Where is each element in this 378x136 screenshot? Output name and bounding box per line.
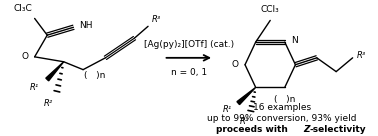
Text: 16 examples: 16 examples <box>253 103 311 112</box>
Text: Z: Z <box>303 125 310 134</box>
Text: [Ag(py)₂][OTf] (cat.): [Ag(py)₂][OTf] (cat.) <box>144 40 234 49</box>
Text: n = 0, 1: n = 0, 1 <box>171 68 207 77</box>
Text: O: O <box>22 52 29 61</box>
Text: R³: R³ <box>356 51 366 60</box>
Polygon shape <box>237 87 256 105</box>
Text: Cl₃C: Cl₃C <box>14 4 33 13</box>
Text: R²: R² <box>240 117 249 126</box>
Text: (   )n: ( )n <box>274 95 296 104</box>
Polygon shape <box>46 62 64 81</box>
Text: up to 99% conversion, 93% yield: up to 99% conversion, 93% yield <box>207 114 356 123</box>
Text: (   )n: ( )n <box>84 71 105 80</box>
Text: O: O <box>231 60 238 69</box>
Text: NH: NH <box>79 21 93 30</box>
Text: CCl₃: CCl₃ <box>261 5 280 15</box>
Text: proceeds with: proceeds with <box>216 125 291 134</box>
Text: R¹: R¹ <box>223 105 232 114</box>
Text: -selectivity: -selectivity <box>309 125 366 134</box>
Text: N: N <box>291 36 298 45</box>
Text: R¹: R¹ <box>30 83 39 92</box>
Text: R²: R² <box>44 99 53 108</box>
Text: R³: R³ <box>152 15 161 24</box>
